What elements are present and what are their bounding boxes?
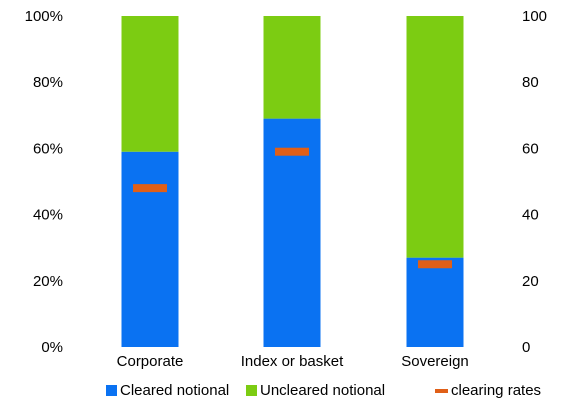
left-axis-ticks: 0% 20% 40% 60% 80% 100% (25, 8, 63, 356)
right-tick-label-0: 0 (522, 339, 530, 356)
legend-label-clearing-rates: clearing rates (451, 382, 542, 399)
bar-uncleared-2 (406, 16, 464, 258)
legend-item-cleared: Cleared notional (106, 382, 229, 399)
x-axis-labels: Corporate Index or basket Sovereign (117, 353, 469, 370)
x-tick-label-0: Corporate (117, 353, 184, 370)
x-tick-label-1: Index or basket (241, 353, 344, 370)
bar-cleared-0 (121, 151, 179, 347)
x-tick-label-2: Sovereign (401, 353, 469, 370)
bar-cleared-2 (406, 257, 464, 347)
clearing-rate-marker-2 (418, 260, 452, 269)
left-tick-label-5: 100% (25, 8, 63, 25)
bar-uncleared-1 (263, 16, 321, 119)
stacked-bar-chart: 0% 20% 40% 60% 80% 100% 0 20 40 60 80 100 Corporat… (25, 8, 547, 370)
legend: Cleared notional Uncleared notional clea… (0, 382, 563, 404)
legend-marker-clearing-rates (435, 388, 448, 393)
legend-swatch-cleared (106, 385, 117, 396)
right-tick-label-2: 40 (522, 207, 539, 224)
legend-label-cleared: Cleared notional (120, 382, 230, 399)
clearing-rate-marker-0 (133, 184, 167, 193)
left-tick-label-4: 80% (33, 74, 63, 91)
legend-item-clearing-rates: clearing rates (435, 382, 541, 399)
right-tick-label-3: 60 (522, 140, 539, 157)
left-tick-label-2: 40% (33, 207, 63, 224)
right-tick-label-4: 80 (522, 74, 539, 91)
legend-item-uncleared: Uncleared notional (246, 382, 385, 399)
bars-layer (121, 16, 464, 347)
right-axis-ticks: 0 20 40 60 80 100 (522, 8, 547, 356)
right-tick-label-5: 100 (522, 8, 547, 25)
left-tick-label-3: 60% (33, 140, 63, 157)
bar-uncleared-0 (121, 16, 179, 152)
clearing-rate-markers (133, 147, 452, 269)
legend-label-uncleared: Uncleared notional (260, 382, 386, 399)
clearing-rate-marker-1 (275, 147, 309, 156)
bar-cleared-1 (263, 118, 321, 347)
right-tick-label-1: 20 (522, 273, 539, 290)
left-tick-label-0: 0% (41, 339, 63, 356)
legend-swatch-uncleared (246, 385, 257, 396)
left-tick-label-1: 20% (33, 273, 63, 290)
